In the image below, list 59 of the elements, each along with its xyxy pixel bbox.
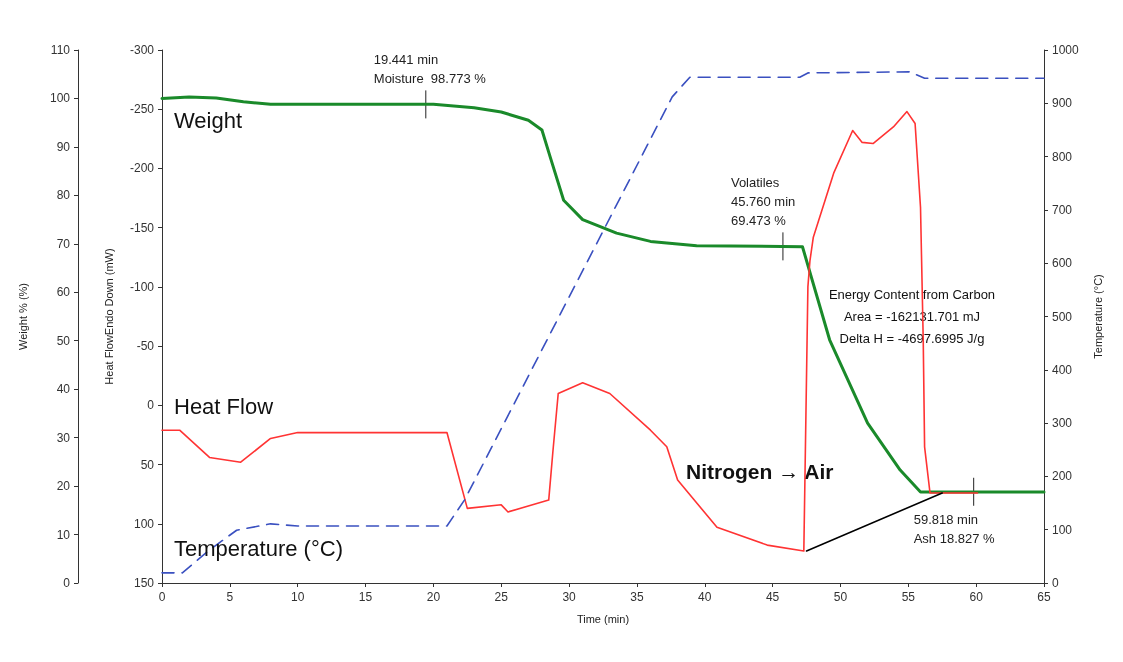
y-tick-label: 90 — [56, 139, 71, 154]
y-tick-label: 80 — [56, 188, 71, 203]
y3-tick-label: 0 — [1052, 576, 1059, 590]
x-tick-label: 40 — [698, 590, 712, 604]
y-tick-label: 40 — [56, 382, 71, 397]
x-tick-label: 10 — [291, 590, 305, 604]
y3-tick-label: 300 — [1052, 416, 1073, 431]
x-axis-title: Time (min) — [576, 612, 630, 625]
line-series — [161, 71, 1045, 574]
y3-tick-label: 800 — [1052, 149, 1073, 164]
y3-tick-label: 600 — [1052, 256, 1073, 271]
x-tick-label: 45 — [765, 590, 780, 604]
y-tick-label: 20 — [56, 479, 71, 494]
y2-tick-label: -150 — [129, 220, 155, 235]
y3-tick-label: 1000 — [1052, 43, 1080, 57]
y2-tick-label: 100 — [133, 516, 155, 531]
y3-tick-label: 100 — [1052, 522, 1073, 537]
x-tick-label: 50 — [833, 590, 848, 604]
y-tick-label: 50 — [56, 333, 71, 348]
y2-tick-label: 0 — [147, 398, 155, 413]
x-tick-label: 55 — [901, 590, 916, 604]
series-label: Weight — [174, 107, 243, 133]
y2-axis-title: Heat FlowEndo Down (mW) — [102, 248, 115, 385]
annotation: 59.818 min Ash 18.827 % — [913, 511, 996, 546]
y2-tick-label: -50 — [136, 339, 155, 354]
y2-tick-label: -200 — [129, 161, 155, 176]
x-tick-label: 15 — [358, 590, 373, 604]
y2-tick-label: 50 — [140, 457, 155, 472]
x-tick-label: 60 — [969, 590, 984, 604]
x-tick-label: 0 — [158, 590, 166, 604]
series-label: Heat Flow — [174, 393, 274, 419]
y-tick-label: 0 — [63, 576, 71, 590]
x-tick-label: 35 — [630, 590, 644, 604]
y2-tick-label: 150 — [133, 576, 155, 590]
x-tick-label: 25 — [494, 590, 509, 604]
annotation: 19.441 min Moisture 98.773 % — [373, 52, 487, 87]
y3-tick-label: 400 — [1052, 362, 1073, 377]
y-tick-label: 60 — [56, 285, 71, 300]
y-tick-label: 30 — [56, 430, 71, 445]
line-series — [160, 95, 1046, 494]
y-tick-label: 100 — [49, 91, 71, 106]
y2-tick-label: -250 — [129, 102, 155, 117]
x-tick-label: 65 — [1037, 590, 1051, 604]
y3-tick-label: 900 — [1052, 96, 1073, 111]
y3-tick-label: 200 — [1052, 469, 1073, 484]
series-label: Temperature (°C) — [174, 536, 343, 562]
y2-tick-label: -100 — [129, 279, 155, 294]
y3-tick-label: 700 — [1052, 202, 1073, 217]
x-tick-label: 20 — [426, 590, 441, 604]
y-axis-title: Weight % (%) — [16, 282, 29, 351]
y-tick-label: 10 — [56, 527, 71, 542]
annotation: Volatiles 45.760 min 69.473 % — [730, 175, 796, 229]
y3-tick-label: 500 — [1052, 309, 1073, 324]
y3-axis-title: Temperature (°C) — [1091, 274, 1104, 359]
x-tick-label: 30 — [562, 590, 577, 604]
x-tick-label: 5 — [226, 590, 234, 604]
y-tick-label: 70 — [56, 236, 71, 251]
y-tick-label: 110 — [50, 43, 71, 57]
y2-tick-label: -300 — [129, 43, 155, 57]
